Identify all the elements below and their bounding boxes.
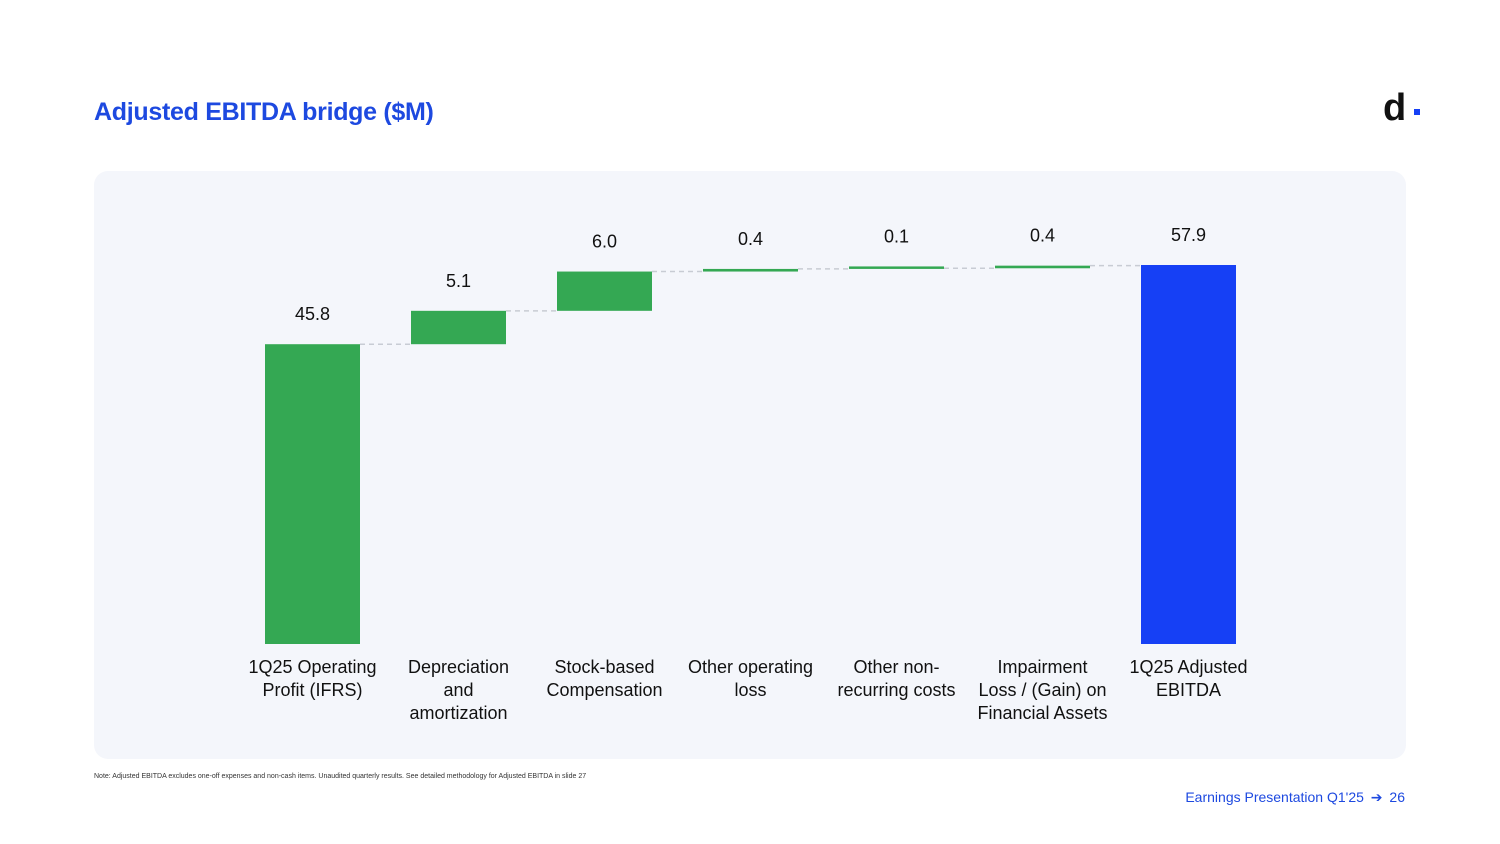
data-label-7: 57.9 [1171, 225, 1206, 245]
category-label-1: 1Q25 Operating Profit (IFRS) [248, 657, 376, 700]
bar-5 [849, 266, 944, 269]
category-label-line: loss [734, 680, 766, 700]
bar-6 [995, 265, 1090, 269]
arrow-right-icon: ➔ [1370, 789, 1383, 805]
category-label-7: 1Q25 Adjusted EBITDA [1129, 657, 1247, 700]
footer: Earnings Presentation Q1'25 ➔ 26 [1182, 789, 1405, 806]
waterfall-chart: 45.8 1Q25 Operating Profit (IFRS) 5.1 Deprec… [248, 225, 1247, 723]
category-label-5: Other non-recurring costs [837, 657, 955, 700]
bar-4 [703, 268, 798, 272]
logo-dot-icon [1414, 109, 1420, 115]
page-title: Adjusted EBITDA bridge ($M) [94, 98, 434, 126]
category-label-line: Financial Assets [977, 703, 1107, 723]
page-number: 26 [1389, 789, 1405, 805]
data-label-6: 0.4 [1030, 226, 1055, 246]
chart-panel: 45.8 1Q25 Operating Profit (IFRS) 5.1 Deprec… [94, 171, 1406, 759]
category-label-line: Compensation [546, 680, 662, 700]
category-label-3: Stock-based Compensation [546, 657, 662, 700]
category-label-line: Depreciation [408, 657, 509, 677]
bar-1 [265, 344, 360, 644]
data-label-1: 45.8 [295, 304, 330, 324]
category-label-line: Impairment [997, 657, 1087, 677]
category-label-line: recurring costs [837, 680, 955, 700]
bar-2 [411, 310, 506, 345]
category-label-line: 1Q25 Adjusted [1129, 657, 1247, 677]
category-label-line: 1Q25 Operating [248, 657, 376, 677]
category-label-line: Profit (IFRS) [262, 680, 362, 700]
footer-text: Earnings Presentation Q1'25 [1185, 789, 1364, 805]
data-label-3: 6.0 [592, 232, 617, 252]
category-label-line: Stock-based [554, 657, 654, 677]
data-label-2: 5.1 [446, 271, 471, 291]
category-label-line: EBITDA [1156, 680, 1221, 700]
bar-3 [557, 271, 652, 311]
category-label-line: amortization [409, 703, 507, 723]
footnote: Note: Adjusted EBITDA excludes one-off e… [94, 773, 587, 780]
company-logo: d [1383, 87, 1407, 129]
data-label-5: 0.1 [884, 226, 909, 246]
category-label-6: Impairment Loss / (Gain) on Financial Asse… [977, 657, 1107, 723]
category-label-line: and [443, 680, 473, 700]
bar-7 [1141, 265, 1236, 644]
category-label-2: Depreciation and amortization [408, 657, 509, 723]
category-label-4: Other operating loss [688, 657, 813, 700]
category-label-line: Loss / (Gain) on [978, 680, 1106, 700]
category-label-line: Other non- [853, 657, 939, 677]
data-label-4: 0.4 [738, 229, 763, 249]
category-label-line: Other operating [688, 657, 813, 677]
